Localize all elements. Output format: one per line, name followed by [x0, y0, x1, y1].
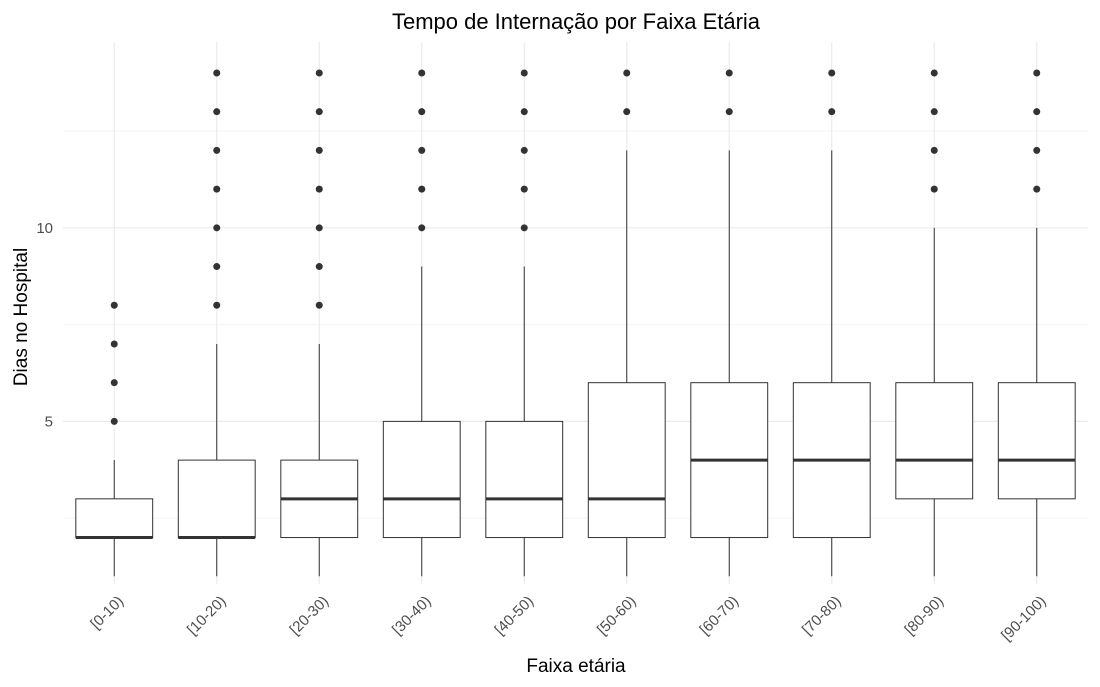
box [177, 459, 256, 539]
chart-title: Tempo de Internação por Faixa Etária [392, 9, 761, 34]
outlier-point [520, 185, 528, 193]
outlier-point [110, 301, 118, 309]
box [997, 382, 1076, 500]
outlier-point [213, 108, 221, 116]
outlier-point [315, 69, 323, 77]
outlier-point [315, 301, 323, 309]
x-tick-label: [40-50) [491, 593, 537, 639]
outlier-point [930, 69, 938, 77]
outlier-point [1033, 69, 1041, 77]
boxes-layer [75, 69, 1076, 577]
outlier-point [418, 69, 426, 77]
x-tick-label: [50-60) [594, 593, 640, 639]
box-group [587, 69, 666, 577]
outlier-point [315, 108, 323, 116]
x-tick-label: [90-100) [998, 593, 1050, 645]
box-group [997, 69, 1076, 577]
x-tick-label: [60-70) [696, 593, 742, 639]
outlier-point [1033, 185, 1041, 193]
outlier-point [315, 185, 323, 193]
x-tick-label: [20-30) [286, 593, 332, 639]
outlier-point [623, 108, 631, 116]
box-group [690, 69, 769, 577]
outlier-point [418, 108, 426, 116]
outlier-point [315, 263, 323, 271]
x-tick-label: [0-10) [87, 593, 127, 633]
box-group [382, 69, 461, 577]
outlier-point [315, 146, 323, 154]
box-group [895, 69, 974, 577]
x-tick-label: [70-80) [799, 593, 845, 639]
outlier-point [213, 146, 221, 154]
outlier-point [725, 69, 733, 77]
outlier-point [930, 185, 938, 193]
x-tick-label: [10-20) [184, 593, 230, 639]
y-axis-title: Dias no Hospital [11, 248, 32, 386]
outlier-point [213, 301, 221, 309]
outlier-point [315, 224, 323, 232]
outlier-point [418, 146, 426, 154]
outlier-point [725, 108, 733, 116]
box-group [75, 301, 154, 577]
outlier-point [520, 69, 528, 77]
outlier-point [418, 185, 426, 193]
outlier-point [1033, 108, 1041, 116]
outlier-point [520, 146, 528, 154]
x-tick-label: [80-90) [901, 593, 947, 639]
box-group [177, 69, 256, 577]
box [382, 420, 461, 539]
outlier-point [418, 224, 426, 232]
outlier-point [213, 69, 221, 77]
outlier-point [213, 185, 221, 193]
box-group [792, 69, 871, 577]
y-tick-label: 10 [36, 220, 53, 237]
outlier-point [110, 379, 118, 387]
outlier-point [213, 263, 221, 271]
outlier-point [828, 108, 836, 116]
box [75, 498, 154, 539]
outlier-point [110, 340, 118, 348]
box-group [485, 69, 564, 577]
outlier-point [213, 224, 221, 232]
outlier-point [828, 69, 836, 77]
box [485, 420, 564, 539]
box [895, 382, 974, 500]
box-group [280, 69, 359, 577]
outlier-point [930, 146, 938, 154]
outlier-point [520, 224, 528, 232]
box [587, 382, 666, 539]
outlier-point [1033, 146, 1041, 154]
outlier-point [110, 417, 118, 425]
outlier-point [623, 69, 631, 77]
x-axis-title: Faixa etária [526, 656, 626, 677]
y-tick-label: 5 [45, 413, 53, 430]
x-tick-label: [30-40) [389, 593, 435, 639]
outlier-point [520, 108, 528, 116]
outlier-point [930, 108, 938, 116]
